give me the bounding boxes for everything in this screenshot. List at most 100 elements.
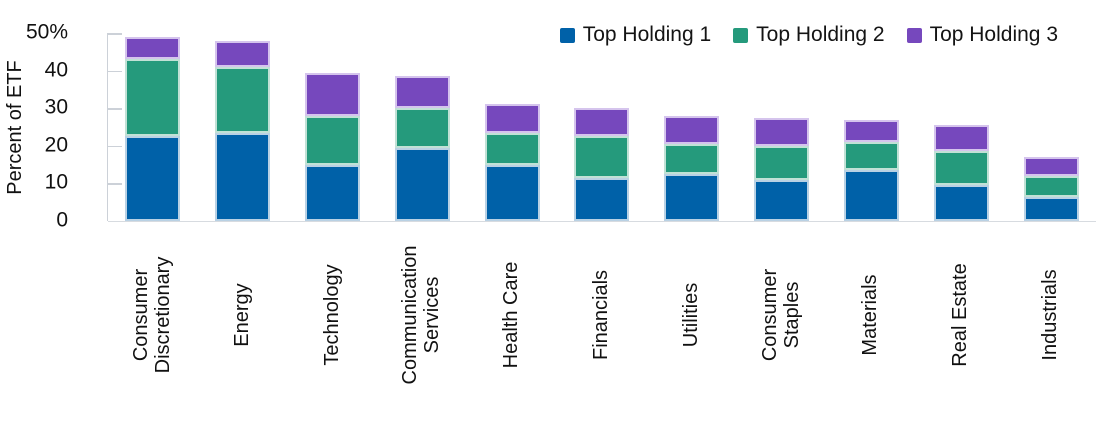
bar-slot xyxy=(288,33,378,221)
bar-slot xyxy=(467,33,557,221)
bar-segment-holding-2 xyxy=(664,143,720,174)
bar-segment-holding-1 xyxy=(664,174,720,221)
bar-slot xyxy=(827,33,917,221)
bar-segment-holding-1 xyxy=(754,179,810,221)
x-category-label: Materials xyxy=(859,274,882,356)
bar-slot xyxy=(916,33,1006,221)
x-label-slot: Health Care xyxy=(466,225,556,417)
stacked-bar-real-estate xyxy=(933,125,989,221)
x-category-label: Health Care xyxy=(500,261,523,369)
bars-container xyxy=(108,33,1096,221)
x-label-slot: Consumer Discretionary xyxy=(107,225,197,417)
bar-segment-holding-2 xyxy=(394,108,450,148)
stacked-bar-utilities xyxy=(664,115,720,221)
legend-label: Top Holding 2 xyxy=(756,23,885,46)
x-category-label: Consumer Staples xyxy=(758,269,803,362)
x-label-slot: Materials xyxy=(826,225,916,417)
x-axis-line xyxy=(108,220,1096,222)
bar-segment-holding-1 xyxy=(305,164,361,221)
x-label-slot: Financials xyxy=(556,225,646,417)
bar-segment-holding-2 xyxy=(215,66,271,133)
x-category-label: Utilities xyxy=(679,283,702,348)
y-tick-mark xyxy=(108,183,122,185)
bar-segment-holding-1 xyxy=(484,164,540,221)
bar-segment-holding-3 xyxy=(933,125,989,152)
bar-segment-holding-1 xyxy=(125,136,181,221)
legend-label: Top Holding 1 xyxy=(582,23,712,46)
stacked-bar-consumer-discretionary xyxy=(125,36,181,221)
legend-swatch-icon xyxy=(559,27,575,43)
bar-segment-holding-2 xyxy=(843,142,899,171)
legend-swatch-icon xyxy=(733,27,749,43)
x-category-label: Energy xyxy=(230,283,253,347)
y-tick-mark xyxy=(108,145,122,148)
x-label-slot: Utilities xyxy=(646,225,736,417)
bar-segment-holding-1 xyxy=(1023,196,1079,221)
bar-segment-holding-2 xyxy=(754,145,810,180)
y-tick-label: 30 xyxy=(44,95,68,119)
bar-segment-holding-3 xyxy=(843,119,899,143)
x-label-slot: Energy xyxy=(197,225,287,417)
bar-segment-holding-3 xyxy=(574,108,630,137)
bar-segment-holding-2 xyxy=(933,151,989,186)
bar-segment-holding-2 xyxy=(484,132,540,165)
legend-item-holding-3: Top Holding 3 xyxy=(906,23,1058,47)
y-tick-label: 50% xyxy=(25,20,68,44)
bar-segment-holding-1 xyxy=(574,177,630,221)
bar-segment-holding-3 xyxy=(754,117,810,146)
x-label-slot: Industrials xyxy=(1005,225,1095,417)
bar-slot xyxy=(108,33,198,221)
bar-slot xyxy=(737,33,827,221)
bar-segment-holding-2 xyxy=(125,59,181,137)
bar-segment-holding-2 xyxy=(1023,175,1079,197)
x-category-label: Industrials xyxy=(1039,269,1062,361)
y-tick-label: 10 xyxy=(44,170,68,194)
x-label-slot: Technology xyxy=(287,225,377,417)
x-category-label: Financials xyxy=(589,270,612,361)
bar-segment-holding-3 xyxy=(1023,157,1079,176)
x-category-label: Real Estate xyxy=(949,263,972,367)
x-label-slot: Real Estate xyxy=(915,225,1005,417)
bar-segment-holding-1 xyxy=(394,147,450,221)
bar-segment-holding-3 xyxy=(305,72,361,116)
bar-segment-holding-1 xyxy=(933,185,989,221)
plot-area xyxy=(107,33,1096,222)
bar-segment-holding-3 xyxy=(215,40,271,67)
legend-label: Top Holding 3 xyxy=(929,23,1058,46)
bar-segment-holding-1 xyxy=(843,170,899,221)
legend-item-holding-1: Top Holding 1 xyxy=(559,23,712,47)
legend-swatch-icon xyxy=(906,27,922,43)
x-label-slot: Consumer Staples xyxy=(736,225,826,417)
bar-segment-holding-3 xyxy=(484,104,540,133)
stacked-bar-communication-services xyxy=(394,76,450,221)
bar-slot xyxy=(647,33,737,221)
bar-segment-holding-2 xyxy=(305,115,361,165)
y-tick-mark xyxy=(108,33,122,35)
bar-segment-holding-3 xyxy=(394,76,450,109)
y-tick-label: 0 xyxy=(56,208,68,232)
bar-segment-holding-3 xyxy=(125,36,181,60)
stacked-bar-industrials xyxy=(1023,157,1079,221)
stacked-bar-financials xyxy=(574,108,630,221)
bar-slot xyxy=(377,33,467,221)
stacked-bar-technology xyxy=(305,72,361,221)
y-axis-tick-labels: 50% 40 30 20 10 0 xyxy=(0,21,68,232)
legend-item-holding-2: Top Holding 2 xyxy=(733,23,885,47)
stacked-bar-energy xyxy=(215,40,271,221)
x-category-label: Consumer Discretionary xyxy=(129,256,174,374)
x-axis-category-labels: Consumer Discretionary Energy Technology Co… xyxy=(107,225,1095,417)
bar-slot xyxy=(557,33,647,221)
y-tick-mark xyxy=(108,70,122,73)
y-tick-label: 20 xyxy=(44,133,68,157)
bar-slot xyxy=(1006,33,1096,221)
legend: Top Holding 1 Top Holding 2 Top Holding 3 xyxy=(559,23,1058,47)
y-tick-label: 40 xyxy=(44,58,68,82)
stacked-bar-materials xyxy=(843,119,899,221)
bar-segment-holding-3 xyxy=(664,115,720,144)
x-category-label: Technology xyxy=(320,264,343,366)
y-tick-mark xyxy=(108,108,122,110)
bar-segment-holding-1 xyxy=(215,132,271,221)
stacked-bar-health-care xyxy=(484,104,540,221)
bar-segment-holding-2 xyxy=(574,136,630,178)
